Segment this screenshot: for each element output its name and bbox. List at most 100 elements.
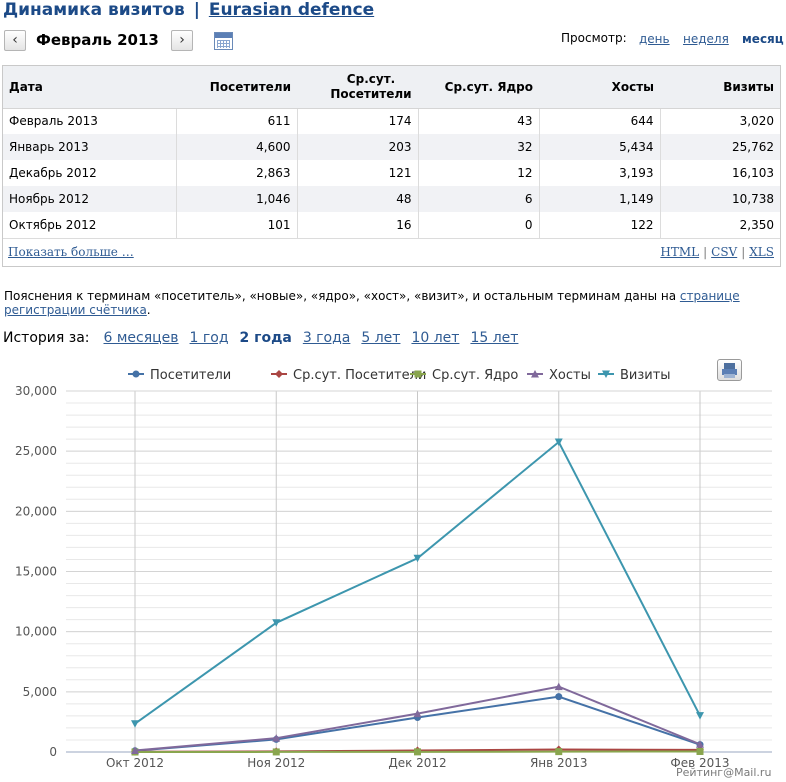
period-navigation: ‹ Февраль 2013 › Просмотр: день неделя м… — [2, 30, 786, 54]
next-month-button[interactable]: › — [171, 30, 193, 51]
series-point — [414, 748, 421, 756]
cell-daily-core: 6 — [417, 186, 539, 212]
cell-date: Январь 2013 — [3, 134, 176, 160]
history-2-years-active: 2 года — [239, 330, 292, 346]
page-title: Динамика визитов | Eurasian defence — [3, 0, 374, 20]
x-tick-label: Фев 2013 — [670, 756, 729, 770]
cell-daily-visitors: 48 — [296, 186, 418, 212]
calendar-icon[interactable] — [214, 32, 233, 50]
cell-visits: 2,350 — [659, 212, 780, 238]
cell-daily-visitors: 174 — [296, 108, 418, 134]
terms-explanation: Пояснения к терминам «посетитель», «новы… — [4, 289, 784, 317]
history-label: История за: — [3, 330, 90, 346]
history-range-selector: История за: 6 месяцев 1 год 2 года 3 года 5 л… — [3, 330, 529, 346]
col-header-visitors: Посетители — [176, 66, 297, 109]
col-header-visits: Визиты — [660, 66, 780, 109]
series-point — [555, 748, 563, 756]
cell-date: Декабрь 2012 — [9, 166, 97, 180]
cell-date: Февраль 2013 — [9, 114, 98, 129]
series-point — [531, 370, 539, 378]
terms-end: . — [146, 303, 151, 317]
table-row: Декабрь 2012 2,863 121 12 3,193 16,103 — [3, 160, 780, 186]
cell-hosts: 1,149 — [538, 186, 660, 212]
legend-item: Ср.сут. Ядро — [432, 368, 518, 383]
table-row: Январь 2013 4,600 203 32 5,434 25,762 — [3, 134, 780, 160]
cell-daily-visitors: 203 — [296, 134, 418, 160]
title-separator: | — [193, 0, 200, 20]
history-6-months-link[interactable]: 6 месяцев — [103, 330, 179, 346]
series-point — [275, 370, 283, 378]
cell-hosts: 644 — [538, 108, 660, 134]
y-tick-label: 20,000 — [15, 504, 57, 518]
registration-page-link[interactable]: странице регистрации счётчика — [4, 289, 740, 317]
cell-hosts: 5,434 — [538, 134, 660, 160]
export-csv-link[interactable]: CSV — [711, 245, 738, 259]
cell-daily-visitors: 16 — [296, 212, 418, 238]
export-separator: | — [703, 245, 708, 259]
cell-daily-visitors: 121 — [296, 160, 418, 186]
table-header-row: Дата Посетители Ср.сут. Посетители Ср.су… — [3, 66, 780, 109]
y-tick-label: 30,000 — [15, 384, 57, 398]
col-header-hosts: Хосты — [539, 66, 660, 109]
title-text: Динамика визитов — [3, 0, 185, 20]
cell-daily-core: 43 — [417, 108, 539, 134]
y-tick-label: 5,000 — [23, 685, 57, 699]
series-point — [555, 693, 563, 701]
history-3-years-link[interactable]: 3 года — [302, 330, 351, 346]
series-point — [272, 619, 281, 627]
stats-table: Дата Посетители Ср.сут. Посетители Ср.су… — [3, 66, 780, 238]
history-10-years-link[interactable]: 10 лет — [411, 330, 460, 346]
view-week-link[interactable]: неделя — [683, 32, 729, 46]
table-row: Февраль 2013 611 174 43 644 3,020 — [3, 108, 780, 134]
print-icon[interactable] — [717, 359, 742, 381]
y-tick-label: 10,000 — [15, 625, 57, 639]
series-point — [602, 370, 610, 378]
x-tick-label: Окт 2012 — [106, 756, 164, 770]
series-point — [131, 720, 139, 728]
cell-visitors: 2,863 — [175, 160, 297, 186]
site-name-link[interactable]: Eurasian defence — [208, 0, 375, 20]
export-links: HTML | CSV | XLS — [660, 245, 774, 259]
export-separator: | — [741, 245, 746, 259]
legend-item: Посетители — [150, 368, 231, 383]
series-point — [132, 370, 140, 378]
series-point — [696, 740, 704, 748]
cell-daily-core: 12 — [417, 160, 539, 186]
table-row: Ноябрь 2012 1,046 48 6 1,149 10,738 — [3, 186, 780, 212]
current-month-label: Февраль 2013 — [36, 31, 159, 49]
cell-date: Ноябрь 2012 — [3, 186, 176, 212]
cell-daily-core: 0 — [417, 212, 539, 238]
view-month-active: месяц — [742, 32, 784, 46]
cell-visitors: 4,600 — [175, 134, 297, 160]
cell-visits: 3,020 — [659, 108, 780, 134]
view-day-link[interactable]: день — [639, 32, 670, 46]
export-xls-link[interactable]: XLS — [749, 245, 774, 259]
history-1-year-link[interactable]: 1 год — [189, 330, 229, 346]
legend-item: Хосты — [549, 368, 591, 383]
series-point — [554, 682, 563, 691]
cell-visits: 25,762 — [659, 134, 780, 160]
cell-date: Октябрь 2012 — [9, 218, 97, 232]
table-footer: Показать больше … HTML | CSV | XLS — [3, 238, 780, 266]
show-more-link[interactable]: Показать больше … — [8, 245, 134, 259]
series-point — [696, 747, 704, 755]
cell-visitors: 101 — [175, 212, 297, 238]
series-point — [272, 734, 281, 742]
y-tick-label: 25,000 — [15, 444, 57, 458]
terms-text: Пояснения к терминам «посетитель», «новы… — [4, 289, 680, 303]
series-point — [414, 370, 422, 378]
cell-visits: 16,103 — [659, 160, 780, 186]
series-point — [413, 554, 422, 563]
col-header-date: Дата — [3, 66, 176, 109]
y-tick-label: 15,000 — [15, 565, 57, 579]
cell-visitors: 611 — [175, 108, 297, 134]
y-tick-label: 0 — [49, 745, 57, 759]
history-15-years-link[interactable]: 15 лет — [470, 330, 519, 346]
series-point — [554, 438, 563, 446]
x-tick-label: Янв 2013 — [530, 756, 588, 770]
visits-line-chart: 0 5,000 10,000 15,000 20,000 25,000 30,000 Окт … — [15, 368, 772, 770]
history-5-years-link[interactable]: 5 лет — [361, 330, 401, 346]
prev-month-button[interactable]: ‹ — [4, 30, 26, 51]
view-label: Просмотр: — [561, 31, 627, 45]
export-html-link[interactable]: HTML — [660, 245, 700, 259]
